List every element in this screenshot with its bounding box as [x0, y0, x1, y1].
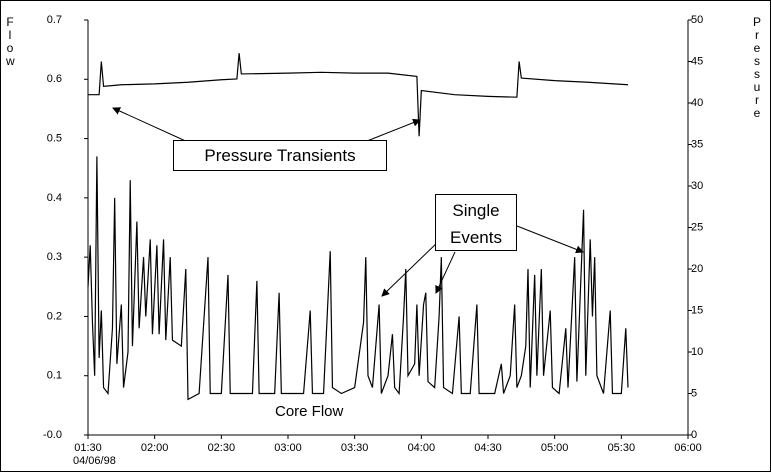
y2-axis-title: Pressure [753, 15, 762, 120]
annotation: Pressure Transients [173, 140, 387, 171]
x-tick-label: 03:00 [274, 442, 302, 454]
y2-tick-label: 5 [691, 387, 697, 399]
y-tick-label: 0.3 [47, 251, 62, 263]
x-tick-label: 03:30 [341, 442, 369, 454]
y2-tick-label: 35 [691, 138, 703, 150]
annotation: Core Flow [275, 403, 344, 420]
x-tick-label: 06:00 [674, 442, 702, 454]
y-tick-label: 0.7 [47, 14, 62, 26]
y2-tick-label: 50 [691, 14, 703, 26]
series-line [87, 156, 629, 401]
x-tick-label: 01:30 [74, 442, 102, 454]
series-line [88, 53, 629, 137]
x-tick-label: 05:00 [541, 442, 569, 454]
y2-tick-label: 40 [691, 97, 703, 109]
y2-tick-label: 15 [691, 304, 703, 316]
y2-tick-label: 10 [691, 346, 703, 358]
x-tick-label: 02:00 [141, 442, 169, 454]
y-tick-label: 0.1 [47, 370, 62, 382]
x-tick-label: 05:30 [608, 442, 636, 454]
y2-tick-label: 20 [691, 263, 703, 275]
y2-tick-label: 45 [691, 55, 703, 67]
x-tick-label: 04:30 [474, 442, 502, 454]
x-tick-label: 02:30 [208, 442, 236, 454]
y-tick-label: -0.0 [43, 429, 62, 441]
annotation: Single Events [435, 194, 517, 251]
y2-tick-label: 30 [691, 180, 703, 192]
x-tick-label: 04:00 [408, 442, 436, 454]
y-tick-label: 0.5 [47, 132, 62, 144]
y-tick-label: 0.6 [47, 73, 62, 85]
y2-tick-label: 0 [691, 429, 697, 441]
y-tick-label: 0.2 [47, 310, 62, 322]
y2-tick-label: 25 [691, 221, 703, 233]
y-tick-label: 0.4 [47, 192, 62, 204]
x-sublabel: 04/06/98 [73, 455, 116, 467]
y-axis-title: Flow [6, 15, 15, 68]
arrows [112, 107, 584, 297]
